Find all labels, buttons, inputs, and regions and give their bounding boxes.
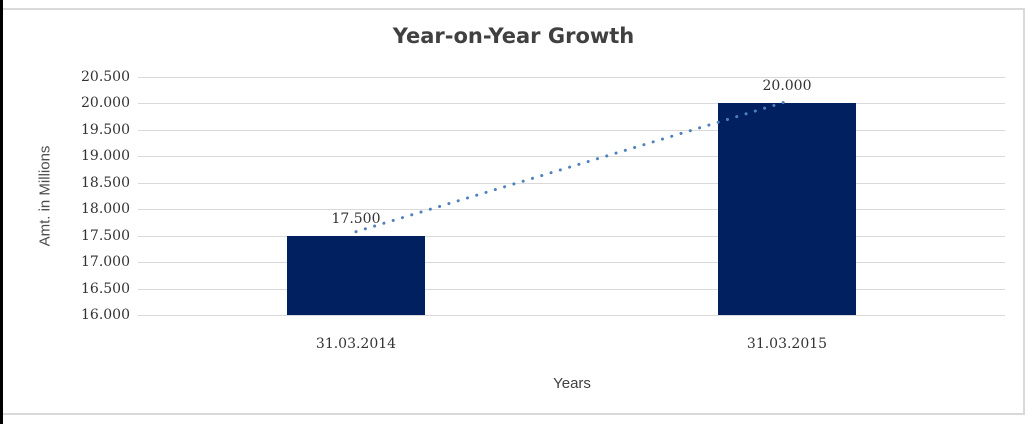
gridline: [138, 103, 1005, 104]
gridline: [138, 156, 1005, 157]
y-tick-label: 20.000: [81, 95, 130, 111]
x-category-label: 31.03.2014: [315, 336, 397, 352]
bar-31.03.2014: [287, 236, 425, 315]
y-tick-label: 16.500: [81, 281, 130, 297]
x-axis-title: Years: [553, 375, 591, 392]
y-tick-label: 17.000: [81, 254, 130, 270]
y-tick-label: 20.500: [81, 69, 130, 85]
y-tick-label: 19.500: [81, 122, 130, 138]
gridline: [138, 315, 1005, 316]
chart-title: Year-on-Year Growth: [392, 24, 635, 48]
bar-value-label: 20.000: [762, 78, 812, 94]
bar-value-label: 17.500: [331, 211, 381, 227]
y-tick-label: 19.000: [81, 148, 130, 164]
y-tick-label: 18.500: [81, 175, 130, 191]
gridline: [138, 262, 1005, 263]
left-border: [0, 0, 3, 424]
chart-frame: [0, 8, 1025, 415]
gridline: [138, 77, 1005, 78]
y-tick-label: 16.000: [81, 307, 130, 323]
bar-31.03.2015: [718, 103, 856, 315]
gridline: [138, 183, 1005, 184]
gridline: [138, 130, 1005, 131]
y-tick-label: 18.000: [81, 201, 130, 217]
gridline: [138, 209, 1005, 210]
gridline: [138, 289, 1005, 290]
gridline: [138, 236, 1005, 237]
x-category-label: 31.03.2015: [746, 336, 828, 352]
y-tick-label: 17.500: [81, 228, 130, 244]
